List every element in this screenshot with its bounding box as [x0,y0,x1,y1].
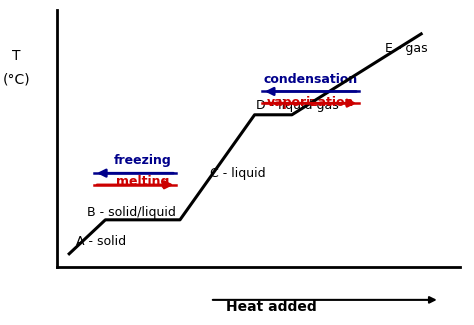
Text: A - solid: A - solid [75,235,126,248]
Text: B - solid/liquid: B - solid/liquid [87,206,175,219]
Text: T: T [12,49,21,63]
Text: C - liquid: C - liquid [210,167,265,180]
Text: E - gas: E - gas [385,42,428,55]
Text: melting: melting [116,175,169,188]
Text: condensation: condensation [264,72,358,85]
Text: D - liquid gas: D - liquid gas [256,99,339,112]
Text: freezing: freezing [114,154,172,167]
Text: (°C): (°C) [3,72,30,86]
Text: vaporization: vaporization [267,96,354,109]
Text: Heat added: Heat added [226,300,317,314]
